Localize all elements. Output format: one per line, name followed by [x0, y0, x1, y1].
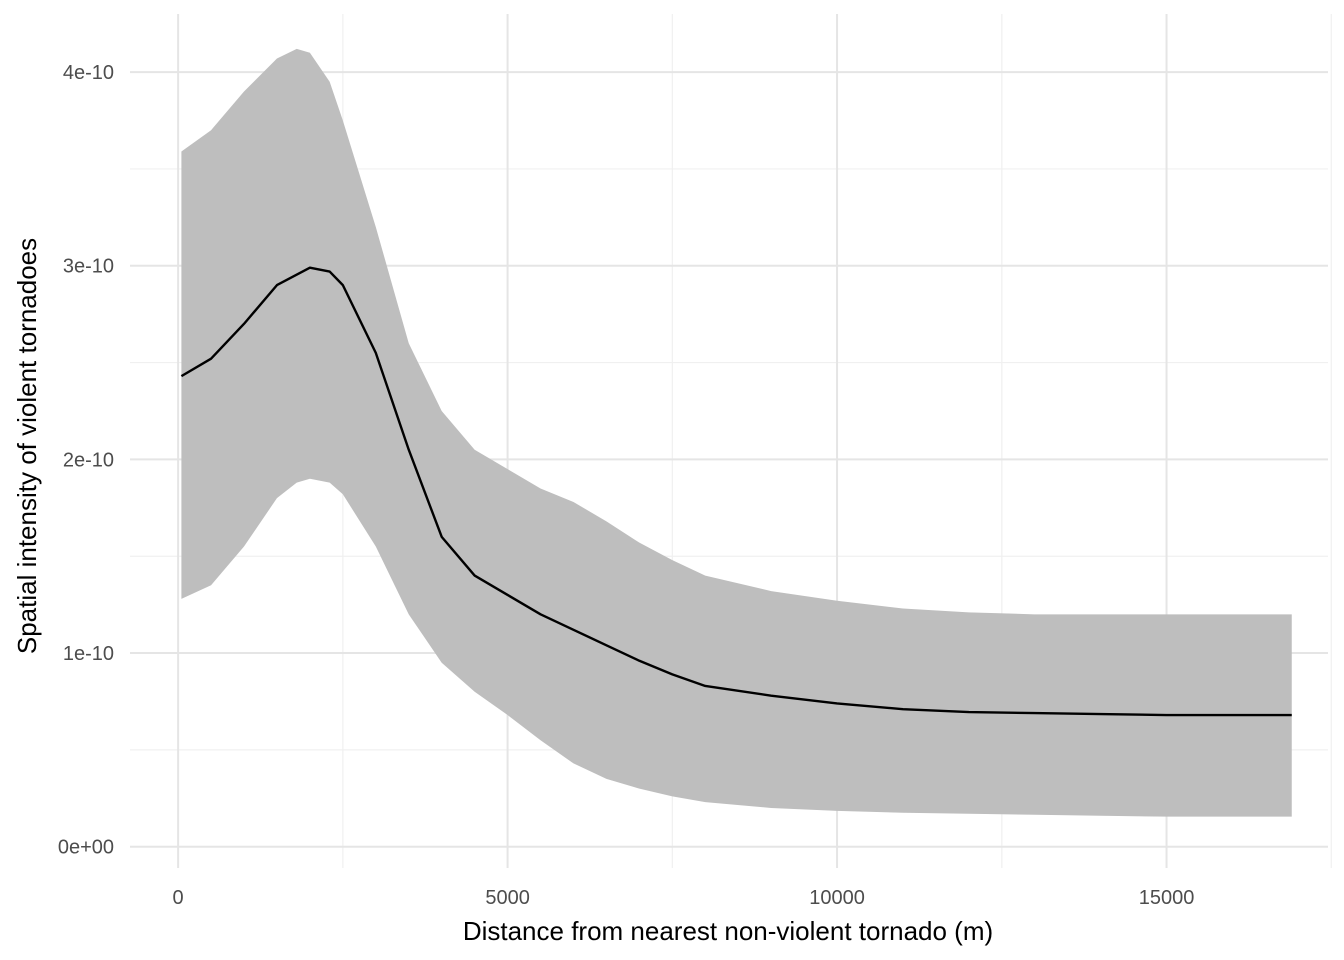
x-tick-label: 5000 [485, 887, 530, 909]
x-tick-label: 10000 [809, 887, 865, 909]
y-tick-label: 2e-10 [63, 449, 114, 471]
y-tick-label: 4e-10 [63, 62, 114, 84]
series [180, 48, 1292, 817]
y-tick-label: 3e-10 [63, 256, 114, 278]
x-axis-ticks: 0 5000 10000 15000 [173, 887, 1195, 909]
confidence-ribbon [181, 48, 1292, 817]
y-axis-ticks: 0e+00 1e-10 2e-10 3e-10 4e-10 [58, 62, 114, 859]
x-tick-label: 0 [173, 887, 184, 909]
y-tick-label: 0e+00 [58, 837, 114, 859]
intensity-line [180, 266, 1292, 717]
x-tick-label: 15000 [1139, 887, 1195, 909]
x-axis-title: Distance from nearest non-violent tornad… [463, 916, 993, 946]
y-tick-label: 1e-10 [63, 643, 114, 665]
y-axis-title: Spatial intensity of violent tornadoes [12, 238, 42, 654]
